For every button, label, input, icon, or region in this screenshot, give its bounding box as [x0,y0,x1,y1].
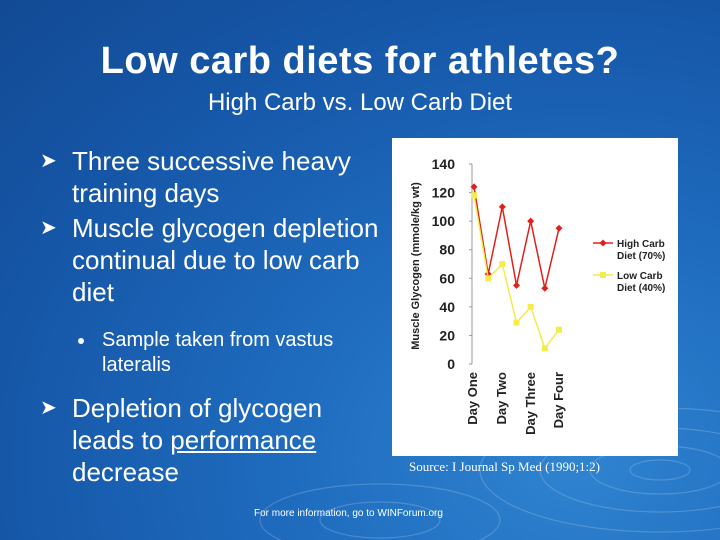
underlined-word: performance [170,425,317,455]
y-axis-label: Muscle Glycogen (mmole/kg wt) [410,182,422,350]
bullet-list: ➤ Three successive heavy training days ➤… [40,145,380,491]
bullet-item: ➤ Three successive heavy training days [40,145,380,209]
data-point [485,275,492,282]
legend-label-2: Diet (70%) [617,251,665,262]
data-point [541,284,549,292]
legend-marker [600,272,606,278]
data-point [513,281,520,289]
y-tick-label: 120 [432,185,456,201]
x-tick-label: Day One [465,372,480,425]
glycogen-chart: Muscle Glycogen (mmole/kg wt) 140 120 100 8… [410,156,665,435]
sub-bullet-text: Sample taken from vastus lateralis [102,329,334,376]
arrow-bullet-icon: ➤ [40,217,57,239]
data-point [470,183,478,191]
bullet-text: Three successive heavy training days [72,146,351,208]
legend-label: High Carb [617,239,665,250]
dot-bullet-icon [78,338,84,344]
chart-panel: Muscle Glycogen (mmole/kg wt) 140 120 100 8… [392,138,678,456]
y-tick-label: 100 [432,213,456,229]
data-point [527,303,534,310]
bullet-text-end: decrease [72,457,179,487]
slide-subtitle: High Carb vs. Low Carb Diet [207,89,513,116]
y-tick-label: 0 [447,356,455,372]
legend-marker [599,239,607,247]
data-point [513,319,520,326]
data-point [527,217,535,225]
y-tick-label: 140 [432,156,456,172]
y-tick-label: 20 [439,327,455,343]
arrow-bullet-icon: ➤ [40,397,57,419]
footer-note: For more information, go to WINForum.org [254,508,443,519]
sub-bullet-item: Sample taken from vastus lateralis [40,328,380,378]
y-tick-label: 60 [439,270,455,286]
x-tick-label: Day Two [494,372,509,425]
y-tick-label: 40 [439,299,455,315]
slide-title: Low carb diets for athletes? [100,40,620,82]
data-point [471,192,477,199]
legend-label: Low Carb [617,271,663,282]
bullet-text-start: Depletion of glycogen leads to [72,393,323,455]
bullet-item: ➤ Muscle glycogen depletion continual du… [40,212,380,308]
data-point [555,224,563,232]
x-tick-label: Day Four [551,372,566,428]
legend-label-2: Diet (40%) [617,283,665,294]
data-point [541,345,548,352]
y-tick-label: 80 [439,242,455,258]
bullet-text: Muscle glycogen depletion continual due … [72,213,379,307]
data-point [499,261,506,267]
source-citation: Source: I Journal Sp Med (1990;1:2) [409,459,601,474]
x-tick-label: Day Three [523,372,538,435]
data-point [556,326,562,333]
arrow-bullet-icon: ➤ [40,150,57,172]
bullet-item: ➤ Depletion of glycogen leads to perform… [40,392,380,488]
data-point [498,203,506,211]
